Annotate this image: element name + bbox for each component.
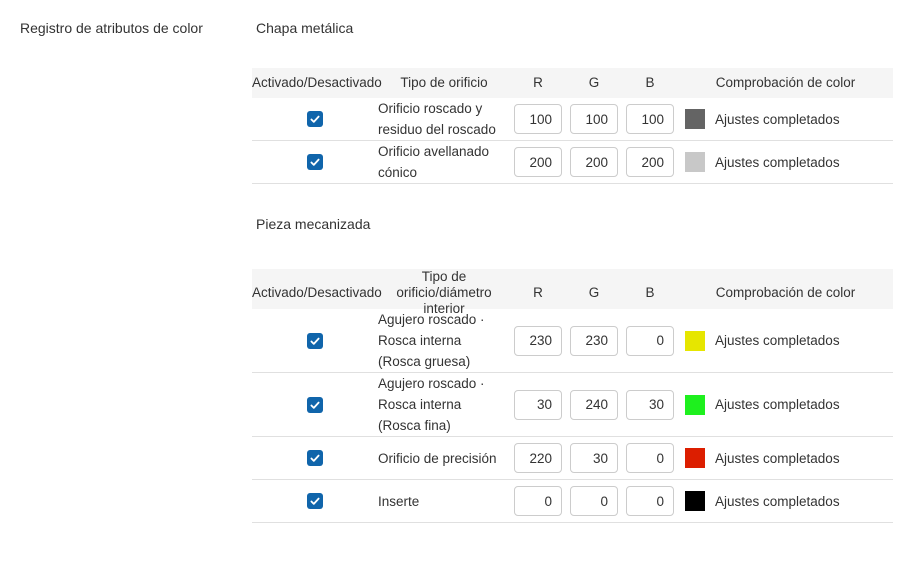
g-input[interactable] (570, 486, 618, 516)
col-header-b: B (645, 75, 655, 90)
hole-type-label: Agujero roscado · Rosca interna (Rosca f… (378, 376, 485, 433)
col-header-r: R (533, 75, 543, 90)
r-input[interactable] (514, 486, 562, 516)
b-input[interactable] (626, 486, 674, 516)
col-header-enabled: Activado/Desactivado (252, 75, 382, 90)
table-row: Inserte Ajustes completados (252, 480, 893, 523)
check-icon (310, 401, 320, 409)
b-input[interactable] (626, 325, 674, 356)
col-header-type: Tipo de orificio (400, 75, 488, 90)
col-header-g: G (588, 75, 600, 90)
b-input[interactable] (626, 389, 674, 420)
enabled-checkbox[interactable] (307, 493, 323, 509)
r-input[interactable] (514, 443, 562, 473)
enabled-checkbox[interactable] (307, 111, 323, 127)
color-swatch (685, 448, 705, 468)
enabled-checkbox[interactable] (307, 396, 323, 413)
machined-part-table: Activado/Desactivado Tipo de orificio/di… (252, 269, 893, 523)
settings-tree-label: Registro de atributos de color (20, 20, 203, 36)
status-text: Ajustes completados (715, 333, 840, 348)
col-header-color-check: Comprobación de color (715, 285, 856, 300)
hole-type-label: Orificio avellanado cónico (378, 144, 490, 180)
g-input[interactable] (570, 389, 618, 420)
table-header-row: Activado/Desactivado Tipo de orificio/di… (252, 269, 893, 316)
color-swatch (685, 152, 705, 172)
table-header-row: Activado/Desactivado Tipo de orificio R … (252, 68, 893, 98)
color-swatch (685, 491, 705, 511)
table-row: Agujero roscado · Rosca interna (Rosca g… (252, 309, 893, 373)
table-row: Agujero roscado · Rosca interna (Rosca f… (252, 373, 893, 437)
b-input[interactable] (626, 443, 674, 473)
col-header-enabled: Activado/Desactivado (252, 285, 382, 300)
col-header-g: G (588, 285, 600, 300)
check-icon (310, 115, 320, 123)
section-title-sheet-metal: Chapa metálica (256, 20, 354, 36)
section-title-machined-part: Pieza mecanizada (256, 216, 371, 232)
status-text: Ajustes completados (715, 397, 840, 412)
r-input[interactable] (514, 147, 562, 177)
status-text: Ajustes completados (715, 493, 840, 509)
r-input[interactable] (514, 325, 562, 356)
table-row: Orificio avellanado cónico Ajustes compl… (252, 141, 893, 184)
status-text: Ajustes completados (715, 154, 840, 170)
hole-type-label: Inserte (378, 493, 420, 509)
b-input[interactable] (626, 104, 674, 134)
col-header-type: Tipo de orificio/diámetro interior (396, 269, 492, 316)
color-swatch (685, 394, 705, 415)
status-text: Ajustes completados (715, 450, 840, 466)
col-header-color-check: Comprobación de color (715, 75, 856, 90)
hole-type-label: Agujero roscado · Rosca interna (Rosca g… (378, 312, 485, 369)
r-input[interactable] (514, 389, 562, 420)
check-icon (310, 454, 320, 462)
color-swatch (685, 330, 705, 351)
color-swatch (685, 109, 705, 129)
g-input[interactable] (570, 104, 618, 134)
check-icon (310, 497, 320, 505)
enabled-checkbox[interactable] (307, 332, 323, 349)
col-header-r: R (533, 285, 543, 300)
sheet-metal-table: Activado/Desactivado Tipo de orificio R … (252, 68, 893, 184)
status-text: Ajustes completados (715, 111, 840, 127)
hole-type-label: Orificio roscado y residuo del roscado (378, 101, 496, 137)
r-input[interactable] (514, 104, 562, 134)
check-icon (310, 158, 320, 166)
g-input[interactable] (570, 147, 618, 177)
table-row: Orificio roscado y residuo del roscado A… (252, 98, 893, 141)
g-input[interactable] (570, 325, 618, 356)
hole-type-label: Orificio de precisión (378, 450, 497, 466)
col-header-b: B (645, 285, 655, 300)
enabled-checkbox[interactable] (307, 154, 323, 170)
enabled-checkbox[interactable] (307, 450, 323, 466)
g-input[interactable] (570, 443, 618, 473)
check-icon (310, 337, 320, 345)
b-input[interactable] (626, 147, 674, 177)
main-content: Chapa metálica Activado/Desactivado Tipo… (252, 0, 893, 523)
table-row: Orificio de precisión Ajustes completado… (252, 437, 893, 480)
